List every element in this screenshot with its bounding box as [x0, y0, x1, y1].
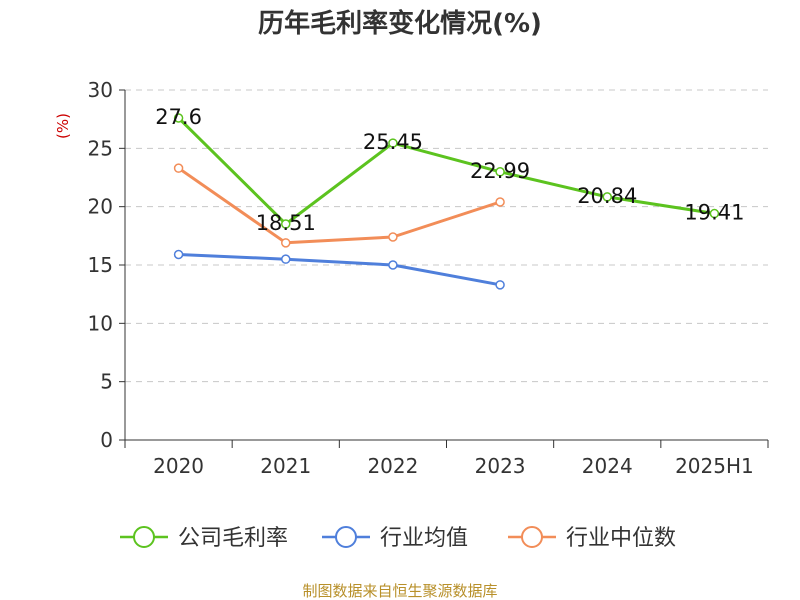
- data-label: 18.51: [256, 211, 316, 235]
- source-note: 制图数据来自恒生聚源数据库: [302, 582, 497, 600]
- data-point[interactable]: [495, 167, 505, 177]
- data-point[interactable]: [388, 232, 398, 242]
- legend-label: 行业中位数: [566, 526, 676, 551]
- y-tick-label: 10: [88, 311, 113, 335]
- data-label: 22.99: [470, 159, 530, 183]
- chart-title: 历年毛利率变化情况(%): [258, 8, 542, 39]
- x-tick-label: 2022: [367, 454, 418, 478]
- x-tick-label: 2024: [582, 454, 633, 478]
- data-label: 19.41: [684, 201, 744, 225]
- x-tick-label: 2021: [260, 454, 311, 478]
- series-lines: [173, 113, 720, 290]
- data-point[interactable]: [709, 208, 720, 219]
- data-point[interactable]: [602, 192, 612, 202]
- data-point[interactable]: [173, 113, 184, 123]
- data-point[interactable]: [281, 254, 291, 264]
- legend-marker: [335, 526, 357, 548]
- x-tick-label: 2025H1: [675, 454, 754, 478]
- y-tick-label: 20: [88, 195, 113, 219]
- legend[interactable]: 公司毛利率 行业均值 行业中位数: [120, 526, 676, 551]
- data-point[interactable]: [388, 138, 398, 148]
- y-tick-label: 30: [88, 78, 113, 102]
- legend-item-2[interactable]: 行业中位数: [508, 526, 676, 551]
- x-tick-label: 2020: [153, 454, 204, 478]
- y-tick-label: 0: [100, 428, 113, 452]
- data-point[interactable]: [281, 219, 291, 229]
- legend-marker: [133, 526, 155, 548]
- data-labels: 27.6 18.51 25.45 22.99 20.84 19.41: [155, 105, 744, 235]
- data-point[interactable]: [388, 260, 398, 270]
- legend-item-0[interactable]: 公司毛利率: [120, 526, 288, 551]
- y-axis-unit: (%): [54, 113, 72, 139]
- y-tick-label: 25: [88, 136, 113, 160]
- data-point[interactable]: [495, 197, 505, 207]
- series-line-2: [177, 166, 501, 245]
- data-point[interactable]: [173, 249, 184, 260]
- x-tick-label: 2023: [475, 454, 526, 478]
- legend-marker: [521, 526, 543, 548]
- grid-lines: [125, 89, 768, 383]
- series-line-1: [178, 253, 501, 287]
- y-tick-label: 5: [100, 370, 113, 394]
- legend-label: 行业均值: [380, 526, 468, 551]
- legend-item-1[interactable]: 行业均值: [322, 526, 468, 551]
- data-label: 27.6: [155, 105, 202, 129]
- data-label: 20.84: [577, 184, 637, 208]
- data-point[interactable]: [495, 280, 505, 290]
- y-tick-label: 15: [88, 253, 113, 277]
- data-label: 25.45: [363, 130, 423, 154]
- data-point[interactable]: [173, 163, 184, 173]
- series-line-0: [177, 116, 715, 226]
- data-point[interactable]: [281, 238, 291, 248]
- legend-label: 公司毛利率: [178, 526, 288, 551]
- axes: 0 5 10 15 20 25 30 2020 2021 2022 2023 2024 2025H1: [88, 78, 769, 478]
